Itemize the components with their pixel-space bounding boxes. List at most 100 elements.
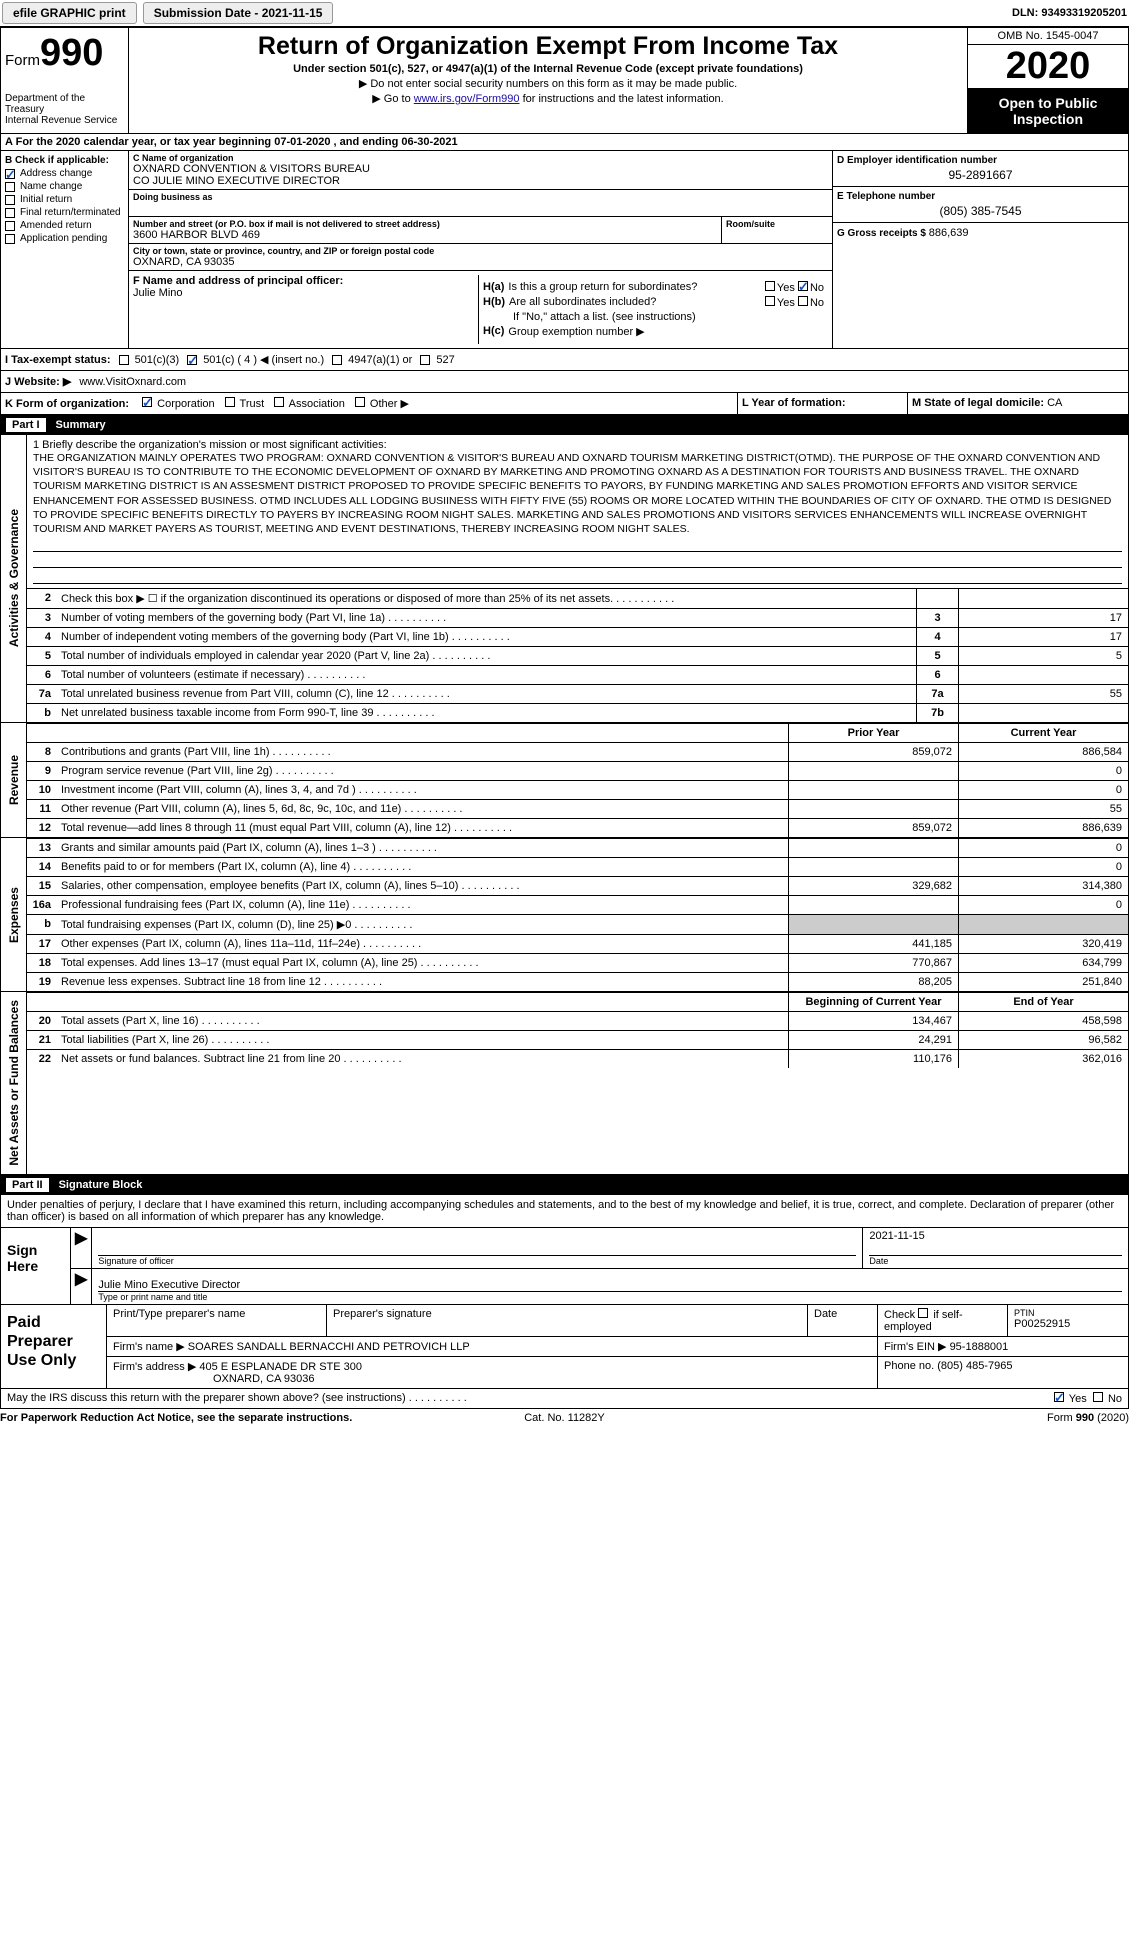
table-row: 18 Total expenses. Add lines 13–17 (must…	[27, 953, 1128, 972]
officer-label: F Name and address of principal officer:	[133, 275, 474, 287]
hb-yes-checkbox[interactable]	[765, 296, 775, 306]
row-text: Number of voting members of the governin…	[57, 609, 916, 627]
header-right: OMB No. 1545-0047 2020 Open to Public In…	[968, 28, 1128, 133]
rowk-checkbox[interactable]	[274, 397, 284, 407]
row-box: 5	[916, 647, 958, 665]
row-a-begin: 07-01-2020	[274, 136, 330, 148]
rowk-checkbox[interactable]	[142, 397, 152, 407]
net-assets-section: Net Assets or Fund Balances Beginning of…	[0, 992, 1129, 1175]
gross-value: 886,639	[929, 227, 969, 239]
501c3-checkbox[interactable]	[119, 355, 129, 365]
501c-checkbox[interactable]	[187, 355, 197, 365]
current-year-cell: 320,419	[958, 935, 1128, 953]
summary-row: b Net unrelated business taxable income …	[27, 703, 1128, 722]
table-row: 21 Total liabilities (Part X, line 26) 2…	[27, 1030, 1128, 1049]
row-text: Number of independent voting members of …	[57, 628, 916, 646]
prior-year-cell	[788, 915, 958, 934]
part-i-header: Part I Summary	[0, 415, 1129, 435]
table-row: 20 Total assets (Part X, line 16) 134,46…	[27, 1011, 1128, 1030]
prior-year-cell: 329,682	[788, 877, 958, 895]
part-ii-title: Signature Block	[59, 1179, 143, 1191]
4947-checkbox[interactable]	[332, 355, 342, 365]
ha-yes-checkbox[interactable]	[765, 281, 775, 291]
rowk-checkbox[interactable]	[355, 397, 365, 407]
boxb-checkbox[interactable]	[5, 169, 15, 179]
omb-number: OMB No. 1545-0047	[968, 28, 1128, 45]
boxb-checkbox[interactable]	[5, 182, 15, 192]
row-num: 20	[27, 1012, 57, 1030]
row-value: 17	[958, 609, 1128, 627]
table-row: 22 Net assets or fund balances. Subtract…	[27, 1049, 1128, 1068]
row-a-end: 06-30-2021	[401, 136, 457, 148]
footer-row: For Paperwork Reduction Act Notice, see …	[0, 1409, 1129, 1427]
boxb-checkbox[interactable]	[5, 234, 15, 244]
discuss-yes-checkbox[interactable]	[1054, 1392, 1064, 1402]
table-row: 15 Salaries, other compensation, employe…	[27, 876, 1128, 895]
summary-row: 5 Total number of individuals employed i…	[27, 646, 1128, 665]
firm-addr-2: OXNARD, CA 93036	[113, 1373, 871, 1385]
current-year-cell: 314,380	[958, 877, 1128, 895]
firm-phone-label: Phone no.	[884, 1360, 934, 1372]
rowk-checkbox[interactable]	[225, 397, 235, 407]
form-number: 990	[40, 32, 103, 74]
self-employed-checkbox[interactable]	[918, 1308, 928, 1318]
row-text: Total expenses. Add lines 13–17 (must eq…	[57, 954, 788, 972]
submission-date-button[interactable]: Submission Date - 2021-11-15	[143, 2, 334, 24]
part-i-num: Part I	[6, 418, 46, 432]
form-ssn-note: ▶ Do not enter social security numbers o…	[133, 77, 963, 90]
current-year-cell: 362,016	[958, 1050, 1128, 1068]
gross-label: G Gross receipts $	[837, 228, 929, 239]
firm-addr-1: 405 E ESPLANADE DR STE 300	[199, 1361, 362, 1373]
irs-link[interactable]: www.irs.gov/Form990	[414, 93, 520, 105]
row-box: 4	[916, 628, 958, 646]
org-name-1: OXNARD CONVENTION & VISITORS BUREAU	[133, 163, 828, 175]
boxb-item: Amended return	[5, 220, 124, 231]
prior-year-cell	[788, 762, 958, 780]
ha-no-checkbox[interactable]	[798, 281, 808, 291]
row-text: Contributions and grants (Part VIII, lin…	[57, 743, 788, 761]
firm-name-label: Firm's name ▶	[113, 1341, 185, 1353]
row-text: Grants and similar amounts paid (Part IX…	[57, 839, 788, 857]
row-value: 55	[958, 685, 1128, 703]
row-text: Total number of volunteers (estimate if …	[57, 666, 916, 684]
efile-print-button[interactable]: efile GRAPHIC print	[2, 2, 137, 24]
dba-value	[133, 202, 828, 214]
row-num: 19	[27, 973, 57, 991]
row-value	[958, 704, 1128, 722]
boxb-checkbox[interactable]	[5, 195, 15, 205]
4947-label: 4947(a)(1) or	[348, 354, 412, 366]
prior-year-cell	[788, 896, 958, 914]
sign-here-label: Sign Here	[1, 1228, 71, 1304]
hb-note: If "No," attach a list. (see instruction…	[483, 311, 824, 323]
boxb-checkbox[interactable]	[5, 221, 15, 231]
row-num: 13	[27, 839, 57, 857]
row-num: b	[27, 704, 57, 722]
boxb-checkbox[interactable]	[5, 208, 15, 218]
boxb-item: Initial return	[5, 194, 124, 205]
arrow-icon-2: ▶	[71, 1269, 91, 1304]
yes-label: Yes	[777, 282, 795, 294]
no-label-2: No	[810, 297, 824, 309]
row-text: Net assets or fund balances. Subtract li…	[57, 1050, 788, 1068]
firm-addr-label: Firm's address ▶	[113, 1361, 196, 1373]
row-box: 3	[916, 609, 958, 627]
prior-year-cell: 859,072	[788, 743, 958, 761]
527-checkbox[interactable]	[420, 355, 430, 365]
501c-label: 501(c) ( 4 ) ◀ (insert no.)	[203, 353, 324, 366]
discuss-no-checkbox[interactable]	[1093, 1392, 1103, 1402]
prior-year-cell: 441,185	[788, 935, 958, 953]
paid-preparer-block: Paid Preparer Use Only Print/Type prepar…	[0, 1305, 1129, 1389]
sign-here-block: Sign Here ▶ Signature of officer 2021-11…	[0, 1228, 1129, 1305]
hb-no-checkbox[interactable]	[798, 296, 808, 306]
current-year-cell: 0	[958, 858, 1128, 876]
row-box: 6	[916, 666, 958, 684]
box-deg: D Employer identification number 95-2891…	[833, 151, 1128, 348]
firm-ein-label: Firm's EIN ▶	[884, 1341, 947, 1353]
check-label: Check	[884, 1309, 915, 1321]
row-box: 7a	[916, 685, 958, 703]
table-row: b Total fundraising expenses (Part IX, c…	[27, 914, 1128, 934]
row-box: 7b	[916, 704, 958, 722]
boxb-item: Name change	[5, 181, 124, 192]
hb-lbl: H(b)	[483, 296, 505, 308]
row-num: 8	[27, 743, 57, 761]
